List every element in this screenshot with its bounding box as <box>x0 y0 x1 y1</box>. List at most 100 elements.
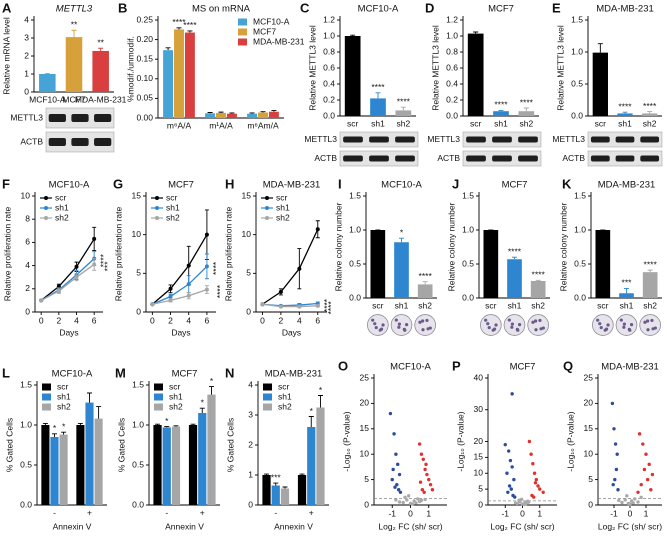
significance: * <box>210 376 214 386</box>
point <box>644 452 648 456</box>
legend-label: scr <box>166 192 178 202</box>
y-tick-label: 0.15 <box>136 53 153 63</box>
bar <box>307 427 316 505</box>
point <box>388 411 393 416</box>
x-tick-label: sh2 <box>643 300 657 310</box>
colony <box>596 318 600 322</box>
x-tick-label: + <box>309 507 314 517</box>
panel-letter: M <box>115 365 126 380</box>
error-bar <box>187 30 193 33</box>
bar <box>205 113 216 118</box>
point <box>422 490 426 494</box>
marker <box>39 298 44 303</box>
legend-swatch <box>238 38 247 46</box>
error-bar <box>260 111 266 113</box>
chart-title: METTL3 <box>56 4 93 15</box>
legend-marker <box>155 196 159 200</box>
y-axis-label: %modif./unmodif. <box>125 36 135 102</box>
point <box>641 442 645 446</box>
y-tick-label: 1.0 <box>20 419 32 429</box>
y-tick-label: 1.0 <box>323 30 335 40</box>
blot-label: ACTB <box>562 153 585 163</box>
marker <box>204 287 209 292</box>
chart-title: MCF7 <box>502 180 528 191</box>
panel-letter: A <box>2 0 12 15</box>
point <box>510 465 514 469</box>
colony <box>598 322 602 326</box>
marker <box>315 303 320 308</box>
point <box>406 494 411 498</box>
bar <box>188 425 198 505</box>
y-tick-label: 25 <box>360 372 370 382</box>
axis-line <box>365 192 437 299</box>
x-tick-label: sh2 <box>418 300 432 310</box>
colony <box>517 323 522 327</box>
y-tick-label: 1.0 <box>571 46 583 56</box>
bar <box>617 113 633 116</box>
marker <box>168 294 173 299</box>
blot-band <box>369 155 389 162</box>
marker <box>92 236 97 241</box>
error-bar <box>647 269 653 273</box>
blot-band <box>492 136 512 143</box>
blot-label: METTL3 <box>427 134 460 144</box>
x-tick-label: 2 <box>168 315 173 325</box>
marker <box>92 262 97 267</box>
bar <box>370 230 386 298</box>
error-bar <box>77 422 83 425</box>
series-line <box>262 303 318 308</box>
x-tick-label: 2 <box>56 315 61 325</box>
y-tick-label: 5 <box>246 268 251 278</box>
error-bar <box>624 288 629 294</box>
point <box>395 482 399 487</box>
y-axis-label: % Gated Cells <box>116 418 126 472</box>
colony <box>404 323 409 327</box>
x-tick-label: + <box>200 507 205 517</box>
error-bar <box>512 256 517 260</box>
colony <box>371 318 375 322</box>
error-bar <box>218 111 224 113</box>
x-tick-label: sh1 <box>508 300 522 310</box>
point <box>526 500 531 504</box>
error-bar <box>208 386 214 395</box>
point <box>394 498 398 502</box>
x-axis-label: Days <box>282 327 301 337</box>
point <box>508 458 513 463</box>
x-tick-label: sh2 <box>531 300 545 310</box>
y-tick-label: 15 <box>132 190 142 200</box>
point <box>631 501 635 505</box>
blot-band <box>369 136 389 143</box>
panel-letter: I <box>338 176 342 191</box>
y-tick-label: 0.5 <box>571 78 583 88</box>
legend-label: sh1 <box>57 391 71 401</box>
point <box>401 500 405 505</box>
x-tick-label: 4 <box>74 315 79 325</box>
panel-letter: K <box>562 176 572 191</box>
error-bar <box>61 431 67 435</box>
bar <box>344 36 361 116</box>
legend-swatch <box>263 383 272 391</box>
y-tick-label: 0.5 <box>20 459 32 469</box>
legend-label: sh1 <box>166 202 180 212</box>
colony <box>425 318 429 323</box>
chart-title: MCF10-A <box>49 180 90 191</box>
colony-dish <box>592 314 614 336</box>
significance: **** <box>322 298 332 312</box>
legend-swatch <box>42 393 51 401</box>
y-tick-label: 0.0 <box>132 499 144 509</box>
point <box>421 457 425 461</box>
y-tick-label: 1.0 <box>349 224 361 234</box>
x-tick-label: 0 <box>39 315 44 325</box>
x-tick-label: 1 <box>644 508 649 518</box>
y-tick-label: 1.5 <box>349 190 361 200</box>
bar <box>394 242 409 298</box>
significance: *** <box>271 472 282 482</box>
colony <box>643 320 647 324</box>
colony <box>379 327 384 331</box>
blot-band <box>518 136 538 143</box>
y-tick-label: 1.2 <box>323 14 335 24</box>
error-bar <box>249 112 255 114</box>
point <box>509 487 513 491</box>
panel-letter: H <box>225 176 234 191</box>
